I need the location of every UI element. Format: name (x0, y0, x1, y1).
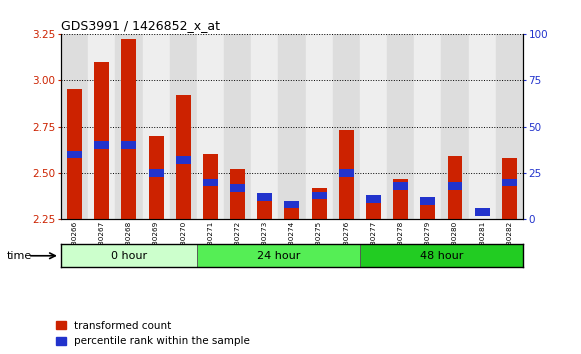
Bar (360, 34, 387, 219)
Bar (285, 201, 299, 208)
Bar (420, 197, 435, 219)
Bar (393, 178, 408, 219)
Bar (88, 34, 116, 219)
Bar (393, 182, 408, 190)
Bar (447, 182, 462, 190)
Bar (420, 197, 435, 205)
Bar (414, 34, 442, 219)
Bar (170, 34, 197, 219)
Bar (333, 34, 360, 219)
Bar (502, 158, 517, 219)
Bar (442, 34, 468, 219)
Bar (197, 34, 224, 219)
Text: 48 hour: 48 hour (419, 251, 463, 261)
Bar (475, 208, 490, 216)
Bar (387, 34, 414, 219)
Text: GDS3991 / 1426852_x_at: GDS3991 / 1426852_x_at (61, 19, 220, 33)
Text: time: time (7, 251, 32, 261)
Bar (366, 195, 381, 203)
Bar (149, 169, 164, 177)
Bar (116, 34, 142, 219)
Bar (94, 141, 109, 149)
FancyBboxPatch shape (61, 244, 197, 267)
FancyBboxPatch shape (360, 244, 523, 267)
Bar (203, 154, 218, 219)
Bar (67, 151, 82, 158)
Bar (468, 34, 496, 219)
Bar (285, 205, 299, 219)
Text: 24 hour: 24 hour (257, 251, 300, 261)
Bar (230, 184, 245, 192)
Text: 0 hour: 0 hour (111, 251, 147, 261)
Bar (67, 89, 82, 219)
Bar (176, 95, 191, 219)
Bar (257, 193, 272, 201)
Bar (142, 34, 170, 219)
Bar (224, 34, 251, 219)
Bar (339, 169, 354, 177)
Bar (447, 156, 462, 219)
Bar (278, 34, 306, 219)
Bar (176, 156, 191, 164)
Bar (149, 136, 164, 219)
Bar (306, 34, 333, 219)
Bar (311, 192, 327, 199)
Bar (203, 178, 218, 186)
Bar (230, 169, 245, 219)
Bar (251, 34, 278, 219)
Bar (339, 130, 354, 219)
Bar (502, 178, 517, 186)
Bar (121, 39, 137, 219)
Bar (121, 141, 137, 149)
Bar (496, 34, 523, 219)
FancyBboxPatch shape (197, 244, 360, 267)
Bar (257, 193, 272, 219)
Legend: transformed count, percentile rank within the sample: transformed count, percentile rank withi… (52, 317, 254, 350)
Bar (311, 188, 327, 219)
Bar (61, 34, 88, 219)
Bar (366, 197, 381, 219)
Bar (94, 62, 109, 219)
